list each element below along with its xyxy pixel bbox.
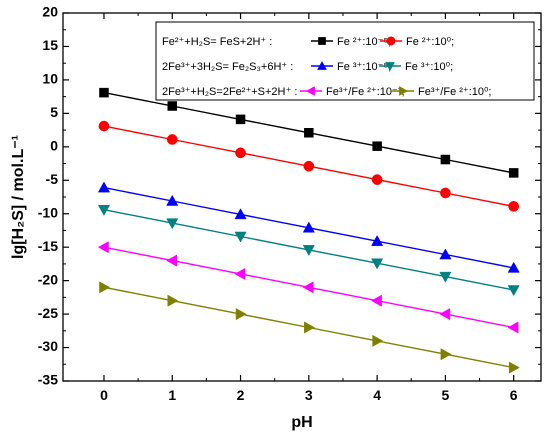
x-tick-label: 1 bbox=[168, 387, 176, 403]
legend-prefix: Fe²⁺+H₂S= FeS+2H⁺ : bbox=[162, 36, 272, 48]
data-point bbox=[234, 231, 247, 243]
x-axis-label: pH bbox=[291, 414, 312, 431]
x-tick-label: 4 bbox=[373, 387, 381, 403]
legend-marker bbox=[386, 36, 396, 46]
data-point bbox=[98, 120, 110, 132]
x-tick-label: 2 bbox=[237, 387, 245, 403]
x-tick-label: 3 bbox=[305, 387, 313, 403]
x-tick-label: 0 bbox=[100, 387, 108, 403]
y-tick-label: -35 bbox=[38, 372, 58, 388]
data-point bbox=[371, 235, 384, 246]
data-point bbox=[372, 334, 384, 347]
legend-marker bbox=[399, 86, 409, 96]
data-point bbox=[166, 218, 179, 230]
legend-label: Fe ³⁺:10⁻⁵; bbox=[337, 61, 391, 73]
y-axis: 20 15 10 5 0 -5 -10 -15 -20 -25 -30 -35 bbox=[38, 4, 541, 388]
data-point bbox=[304, 128, 314, 138]
data-point bbox=[303, 160, 315, 172]
x-tick-label: 6 bbox=[510, 387, 518, 403]
data-point bbox=[302, 281, 314, 294]
data-point bbox=[167, 101, 178, 111]
data-point bbox=[440, 348, 452, 361]
data-point bbox=[439, 308, 451, 321]
data-point bbox=[304, 321, 315, 334]
data-point bbox=[507, 285, 520, 297]
series-5 bbox=[99, 281, 520, 374]
data-point bbox=[508, 201, 520, 212]
data-point bbox=[99, 281, 111, 294]
legend-prefix: 2Fe³⁺+H₂S=2Fe²⁺+S+2H⁺ : bbox=[162, 86, 297, 98]
y-tick-label: -20 bbox=[38, 271, 58, 287]
series-1 bbox=[98, 120, 520, 212]
y-tick-label: 10 bbox=[42, 71, 58, 87]
data-point bbox=[439, 248, 452, 260]
data-point bbox=[439, 271, 452, 283]
data-point bbox=[372, 141, 382, 151]
data-point bbox=[371, 174, 383, 185]
series-3 bbox=[97, 204, 520, 297]
legend-label: Fe ²⁺:10⁰; bbox=[406, 36, 454, 48]
x-axis: 0 1 2 3 4 5 6 bbox=[100, 13, 518, 403]
legend-marker bbox=[317, 60, 327, 70]
data-point bbox=[97, 241, 109, 254]
series-2 bbox=[97, 181, 520, 273]
data-point bbox=[440, 187, 451, 199]
data-point bbox=[234, 208, 247, 220]
data-point bbox=[235, 147, 246, 159]
data-point bbox=[371, 258, 384, 270]
legend-marker bbox=[385, 62, 395, 72]
y-tick-label: -5 bbox=[46, 171, 59, 187]
legend-label: Fe ³⁺:10⁰; bbox=[405, 61, 453, 73]
legend-label: Fe³⁺/Fe ²⁺:10⁻³; bbox=[326, 86, 405, 98]
data-point bbox=[234, 267, 246, 280]
y-tick-label: 0 bbox=[50, 138, 58, 154]
legend-prefix: 2Fe³⁺+3H₂S= Fe₂S₃+6H⁺ : bbox=[162, 61, 293, 73]
y-tick-label: 20 bbox=[42, 4, 58, 20]
data-point bbox=[166, 194, 179, 206]
series-layer bbox=[97, 87, 520, 374]
legend-box bbox=[155, 21, 535, 101]
data-point bbox=[302, 221, 315, 233]
legend-label: Fe ²⁺:10⁻⁵; bbox=[337, 36, 391, 48]
y-tick-label: -15 bbox=[38, 238, 58, 254]
y-tick-label: -30 bbox=[38, 338, 58, 354]
y-tick-label: -10 bbox=[38, 204, 58, 220]
legend-label: Fe³⁺/Fe ²⁺:10⁰; bbox=[418, 86, 491, 98]
data-point bbox=[508, 361, 520, 374]
x-tick-label: 5 bbox=[442, 387, 450, 403]
legend-marker bbox=[318, 37, 326, 45]
data-point bbox=[507, 261, 520, 273]
data-point bbox=[235, 114, 246, 125]
legend-marker bbox=[305, 86, 315, 96]
data-point bbox=[166, 254, 178, 267]
y-tick-label: -25 bbox=[38, 305, 58, 321]
legend-rows: Fe²⁺+H₂S= FeS+2H⁺ : Fe ²⁺:10⁻⁵; Fe ²⁺:10⁰;… bbox=[162, 36, 491, 98]
data-point bbox=[166, 134, 178, 145]
y-tick-label: 15 bbox=[42, 37, 58, 53]
data-point bbox=[440, 154, 451, 165]
data-point bbox=[99, 87, 109, 98]
data-point bbox=[508, 168, 519, 178]
data-point bbox=[370, 294, 382, 307]
data-point bbox=[302, 245, 315, 256]
data-point bbox=[235, 308, 247, 321]
series-4 bbox=[97, 241, 519, 334]
data-point bbox=[97, 181, 111, 193]
legend: Fe²⁺+H₂S= FeS+2H⁺ : Fe ²⁺:10⁻⁵; Fe ²⁺:10⁰;… bbox=[155, 21, 535, 101]
y-tick-label: 5 bbox=[50, 104, 58, 120]
series-0 bbox=[99, 87, 519, 178]
data-point bbox=[507, 321, 519, 334]
data-point bbox=[167, 294, 179, 307]
y-axis-label: lg[H₂S] / mol.L⁻¹ bbox=[10, 135, 27, 259]
data-point bbox=[97, 204, 111, 216]
